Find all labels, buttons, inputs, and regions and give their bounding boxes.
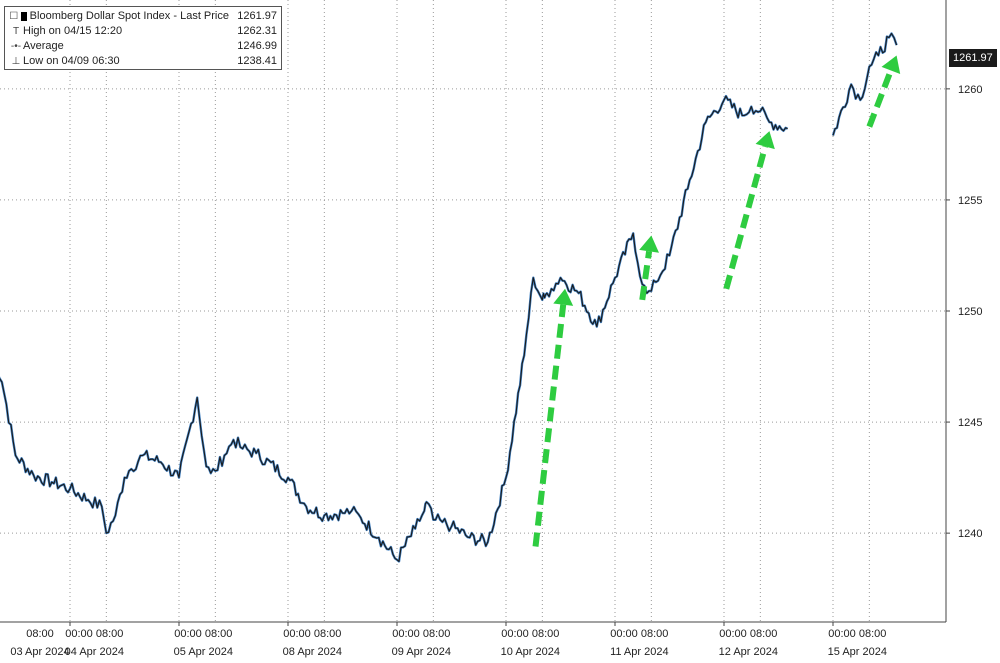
price-line-shadow [0,94,789,563]
axis-layer: 1240 1245 1250 1255 1260 08:00 03 Apr 2024 00:0… [0,0,982,658]
trend-arrow-shaft [866,69,894,128]
y-tick-label: 1240 [958,528,982,540]
legend-title: Bloomberg Dollar Spot Index - Last Price [29,10,229,22]
y-tick-label: 1250 [958,306,982,318]
legend-average-label: Average [23,40,64,52]
legend-row-average: -•- Average 1246.99 [9,39,277,54]
chart-legend: ☐ Bloomberg Dollar Spot Index - Last Pri… [4,6,282,70]
trend-arrow-head [755,131,775,150]
legend-row-high: T High on 04/15 12:20 1262.31 [9,24,277,39]
grid-layer [0,0,946,622]
x-tick-date-label: 08 Apr 2024 [283,646,342,658]
x-tick-time-label: 00:00 08:00 [65,628,123,640]
legend-average-value: 1246.99 [237,40,277,52]
x-tick-date-label: 04 Apr 2024 [65,646,124,658]
legend-title-value: 1261.97 [237,10,277,22]
price-line [832,32,898,136]
trend-arrow-head [881,55,901,75]
x-tick-time-label: 00:00 08:00 [719,628,777,640]
trend-arrow-shaft [723,145,769,290]
last-price-tag: 1261.97 [949,49,997,67]
legend-high-label: High on 04/15 12:20 [23,25,123,37]
trend-arrow-shaft [532,304,567,547]
x-tick-date-label: 11 Apr 2024 [610,646,669,658]
legend-checkbox-icon: ☐ [9,11,19,22]
y-tick-label: 1260 [958,84,982,96]
legend-row-low: ⊥ Low on 04/09 06:30 1238.41 [9,54,277,69]
x-tick-time-label: 00:00 08:00 [828,628,886,640]
x-tick-date-label: 05 Apr 2024 [174,646,233,658]
x-tick-date-label: 03 Apr 2024 [10,646,69,658]
x-tick-date-label: 10 Apr 2024 [501,646,560,658]
x-tick-date-label: 09 Apr 2024 [392,646,451,658]
legend-high-value: 1262.31 [237,25,277,37]
line-layer [0,32,898,563]
x-tick-time-label: 00:00 08:00 [174,628,232,640]
trend-arrow-head [553,288,574,306]
x-tick-time-label: 00:00 08:00 [283,628,341,640]
x-tick-date-label: 15 Apr 2024 [828,646,887,658]
x-tick-time-label: 00:00 08:00 [501,628,559,640]
legend-low-value: 1238.41 [237,55,277,67]
x-tick-time-label: 00:00 08:00 [392,628,450,640]
x-tick-time-label: 08:00 [26,628,54,640]
legend-title-row: ☐ Bloomberg Dollar Spot Index - Last Pri… [9,9,277,24]
x-tick-time-label: 00:00 08:00 [610,628,668,640]
low-marker-icon: ⊥ [11,56,21,67]
trend-arrow-head [639,235,660,253]
legend-series-swatch [20,12,27,21]
x-tick-date-label: 12 Apr 2024 [719,646,778,658]
y-tick-label: 1245 [958,417,982,429]
price-line [0,95,788,562]
legend-low-label: Low on 04/09 06:30 [23,55,120,67]
high-marker-icon: T [12,26,20,37]
y-tick-label: 1255 [958,195,982,207]
arrow-layer [532,55,901,547]
average-marker-icon: -•- [10,41,22,52]
trend-arrow-shaft [639,250,653,301]
